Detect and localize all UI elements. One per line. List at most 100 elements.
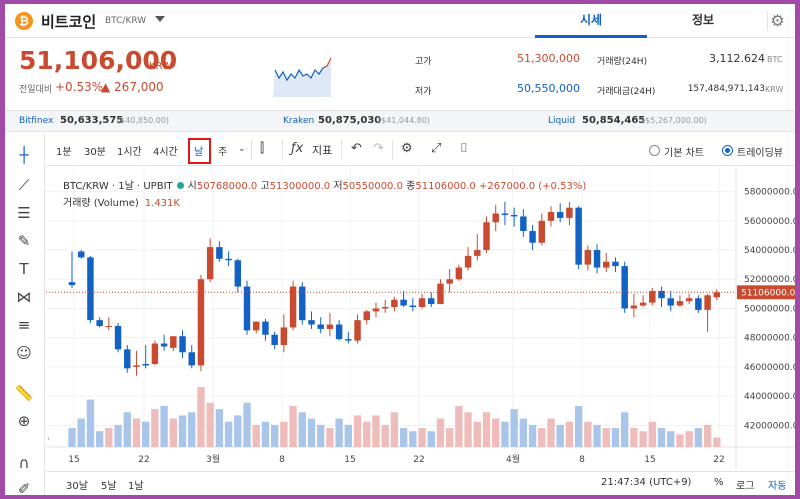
chart-legend-ohlc: BTC/KRW · 1날 · UPBIT 시50768000.0 고5130000…	[63, 177, 586, 192]
candle-body	[243, 286, 251, 331]
horizontal-lines-icon[interactable]: ☰	[17, 204, 31, 222]
pencil-lock-icon[interactable]: ✐	[17, 480, 31, 495]
volume-bar	[528, 424, 537, 447]
crosshair-icon[interactable]: ┼	[19, 146, 29, 164]
timeframe-day[interactable]: 날	[194, 147, 204, 158]
volume-bar	[206, 402, 214, 447]
timeframe-4h[interactable]: 4시간	[153, 147, 178, 158]
tab-market-price[interactable]: 시세	[535, 4, 647, 38]
range-1d[interactable]: 1날	[128, 481, 144, 492]
collapse-toolbar-icon[interactable]: ‹	[47, 434, 51, 443]
volume-bar	[326, 428, 334, 447]
candle-body	[326, 324, 334, 329]
basic-chart-label[interactable]: 기본 차트	[664, 148, 704, 159]
candle-body	[206, 247, 214, 280]
percent-scale-toggle[interactable]: %	[714, 477, 724, 488]
volume-bar	[95, 431, 104, 447]
coin-pair[interactable]: BTC/KRW	[105, 16, 147, 26]
zoom-in-icon[interactable]: ⊕	[17, 412, 31, 430]
tab-info[interactable]: 정보	[691, 13, 715, 27]
exchange-name[interactable]: Kraken	[283, 116, 315, 126]
magnet-icon[interactable]: ∩	[18, 454, 30, 472]
open-label: 시	[187, 181, 197, 192]
volume-bar	[427, 431, 435, 447]
candle-body	[630, 305, 638, 309]
candle-body	[556, 212, 564, 218]
volume-bar	[372, 415, 380, 447]
volume-bar	[105, 428, 113, 447]
candle-body	[446, 279, 453, 284]
chevron-down-icon[interactable]: ⌄	[238, 144, 246, 154]
settings-gear-icon[interactable]: ⚙	[401, 141, 413, 156]
camera-icon[interactable]: ⌷	[460, 141, 468, 156]
exchange-name[interactable]: Bitfinex	[19, 116, 54, 126]
volume-bar	[538, 428, 546, 447]
volume-value: 1.431K	[144, 198, 180, 209]
basic-chart-radio[interactable]	[649, 145, 660, 156]
candle-body	[234, 260, 242, 287]
timeframe-1m[interactable]: 1분	[56, 147, 72, 158]
candle-body	[391, 299, 398, 307]
volume-bar	[519, 418, 528, 447]
volume-bar	[473, 421, 481, 447]
volume-bar	[620, 412, 629, 447]
candle-body	[501, 213, 509, 215]
volume-bar	[132, 418, 141, 447]
timeframe-1h[interactable]: 1시간	[117, 147, 142, 158]
volume-bar	[381, 424, 389, 447]
open-value: 50768000.0	[196, 181, 258, 192]
volume-bar	[676, 434, 684, 447]
chevron-down-icon[interactable]	[155, 16, 165, 22]
volume-bar	[510, 409, 518, 447]
emoji-icon[interactable]: ☺	[16, 344, 32, 362]
drawing-toolbar: ┼ ⟋ ☰ ✎ T ⋈ ≡ ☺ 📏 ⊕ ∩ ✐	[5, 134, 45, 495]
brush-icon[interactable]: ✎	[17, 232, 31, 250]
x-tick-label: 8	[579, 455, 585, 465]
volume-bar	[307, 418, 316, 447]
timeframe-30m[interactable]: 30분	[84, 147, 106, 158]
tradingview-label[interactable]: 트레이딩뷰	[737, 148, 783, 159]
range-5d[interactable]: 5날	[101, 481, 117, 492]
exchange-name[interactable]: Liquid	[548, 116, 576, 126]
x-tick-label: 22	[138, 455, 149, 465]
redo-icon[interactable]: ↷	[373, 141, 384, 156]
timeframe-week[interactable]: 주	[218, 147, 228, 158]
coin-name[interactable]: 비트코인	[41, 13, 97, 31]
volume-24h-label: 거래량(24H)	[597, 57, 648, 67]
candle-body	[225, 258, 232, 261]
tradingview-radio[interactable]	[722, 145, 733, 156]
candle-body	[428, 298, 435, 305]
auto-scale-toggle[interactable]: 자동	[768, 481, 787, 492]
y-tick-label: 54000000.0	[744, 246, 795, 256]
indicator-fx-icon[interactable]: ƒx	[291, 141, 304, 156]
undo-icon[interactable]: ↶	[351, 141, 362, 156]
volume-bar	[234, 415, 242, 447]
range-30d[interactable]: 30날	[66, 481, 88, 492]
y-tick-label: 46000000.0	[744, 363, 795, 373]
price-chart[interactable]: 51106000.0 42000000.0 44000000.0 46000000.…	[46, 167, 795, 470]
pattern-icon[interactable]: ⋈	[16, 288, 32, 306]
fullscreen-icon[interactable]: ⤢	[431, 141, 442, 156]
candle-body	[667, 298, 674, 306]
log-scale-toggle[interactable]: 로그	[736, 481, 755, 492]
gear-icon[interactable]: ⚙	[767, 11, 787, 31]
fib-icon[interactable]: ≡	[17, 316, 31, 334]
volume-bar	[142, 421, 150, 447]
ruler-icon[interactable]: 📏	[14, 384, 34, 402]
trend-line-icon[interactable]: ⟋	[18, 176, 30, 194]
candle-body	[280, 327, 288, 345]
exchange-price-bar: Bitfinex 50,633,575 ($40,850.00) Kraken …	[5, 110, 795, 132]
text-icon[interactable]: T	[19, 260, 29, 278]
volume-bar	[602, 428, 610, 447]
close-label: 종	[406, 181, 416, 192]
volume-bar	[455, 405, 463, 447]
volume-bar	[584, 421, 592, 447]
clock-time: 21:47:34 (UTC+9)	[601, 477, 692, 488]
candle-body	[575, 207, 582, 265]
app-frame: ₿ 비트코인 BTC/KRW 시세 정보 ⚙ 51,106,000 KRW 전일…	[5, 4, 795, 495]
low-label: 저가	[415, 87, 432, 97]
volume-bar	[289, 405, 297, 447]
volume-bar	[169, 418, 178, 447]
indicator-button[interactable]: 지표	[312, 144, 333, 157]
candle-type-icon[interactable]: ⫿	[260, 141, 265, 156]
